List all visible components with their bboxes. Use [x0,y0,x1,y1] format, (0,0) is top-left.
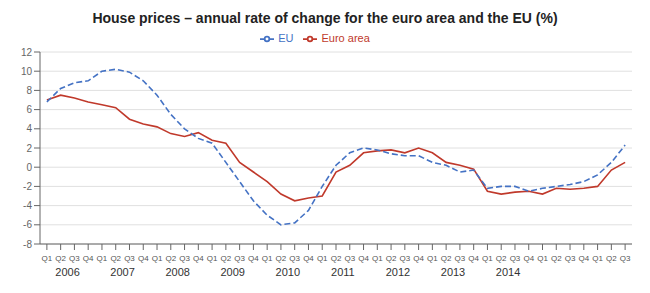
svg-text:2010: 2010 [276,266,300,278]
svg-text:Q4: Q4 [578,254,589,263]
svg-text:Q1: Q1 [537,254,548,263]
svg-text:Q1: Q1 [42,254,53,263]
svg-text:Q2: Q2 [165,254,176,263]
svg-text:Q2: Q2 [276,254,287,263]
svg-text:Q2: Q2 [496,254,507,263]
svg-text:Q4: Q4 [413,254,424,263]
svg-text:2006: 2006 [55,266,79,278]
svg-text:Q1: Q1 [152,254,163,263]
svg-text:Q2: Q2 [55,254,66,263]
svg-text:Q3: Q3 [400,254,411,263]
svg-text:Q1: Q1 [482,254,493,263]
svg-text:Q2: Q2 [221,254,232,263]
svg-text:Q3: Q3 [620,254,631,263]
svg-text:Q1: Q1 [427,254,438,263]
svg-text:Q4: Q4 [468,254,479,263]
svg-text:-2: -2 [23,181,32,192]
svg-text:Q2: Q2 [110,254,121,263]
html-text:EU: EU [278,32,294,44]
svg-text:Q2: Q2 [331,254,342,263]
svg-text:-4: -4 [23,200,32,211]
svg-text:-8: -8 [23,239,32,250]
svg-text:2013: 2013 [441,266,465,278]
svg-text:Q1: Q1 [592,254,603,263]
svg-text:8: 8 [26,85,32,96]
svg-text:Q3: Q3 [565,254,576,263]
svg-text:Q3: Q3 [344,254,355,263]
svg-text:Q1: Q1 [262,254,273,263]
html-text:Euro area: Euro area [321,32,370,44]
svg-text:2012: 2012 [386,266,410,278]
svg-text:Q3: Q3 [124,254,135,263]
svg-text:Q4: Q4 [83,254,94,263]
svg-text:2009: 2009 [221,266,245,278]
html-text:House prices – annual rate of: House prices – annual rate of change for… [92,10,558,26]
svg-text:2011: 2011 [331,266,355,278]
svg-text:4: 4 [26,123,32,134]
svg-text:Q2: Q2 [386,254,397,263]
svg-text:12: 12 [21,47,33,58]
svg-text:Q3: Q3 [510,254,521,263]
svg-text:-6: -6 [23,219,32,230]
svg-text:Q1: Q1 [207,254,218,263]
svg-text:0: 0 [26,162,32,173]
svg-text:Q1: Q1 [97,254,108,263]
svg-text:Q1: Q1 [317,254,328,263]
svg-text:Q3: Q3 [289,254,300,263]
svg-text:6: 6 [26,104,32,115]
svg-text:Q4: Q4 [193,254,204,263]
svg-text:Q3: Q3 [234,254,245,263]
svg-text:2014: 2014 [496,266,520,278]
svg-text:2: 2 [26,143,32,154]
svg-text:Q3: Q3 [69,254,80,263]
svg-text:Q3: Q3 [455,254,466,263]
svg-text:Q2: Q2 [606,254,617,263]
svg-text:2007: 2007 [110,266,134,278]
svg-text:2008: 2008 [165,266,189,278]
svg-text:Q4: Q4 [303,254,314,263]
svg-text:Q2: Q2 [441,254,452,263]
svg-text:Q2: Q2 [551,254,562,263]
svg-text:Q4: Q4 [248,254,259,263]
svg-text:Q4: Q4 [523,254,534,263]
svg-text:Q3: Q3 [179,254,190,263]
svg-text:Q1: Q1 [372,254,383,263]
svg-text:Q4: Q4 [358,254,369,263]
svg-text:Q4: Q4 [138,254,149,263]
svg-text:10: 10 [21,66,33,77]
